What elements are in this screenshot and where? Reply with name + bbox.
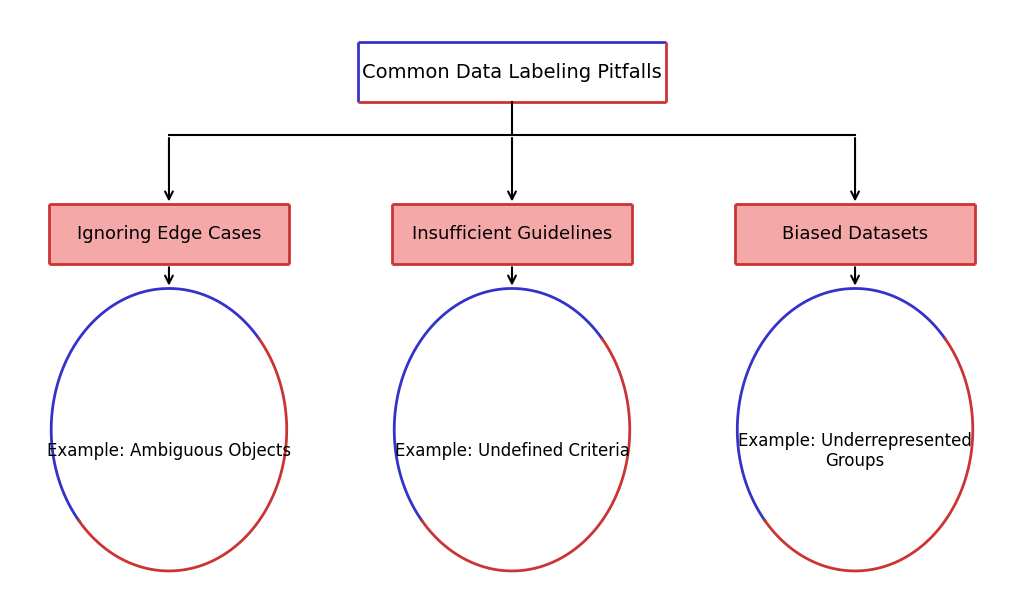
Bar	[735, 204, 975, 264]
Bar	[358, 42, 666, 102]
Text: Example: Undefined Criteria: Example: Undefined Criteria	[394, 442, 630, 460]
Bar	[49, 204, 289, 264]
Text: Ignoring Edge Cases: Ignoring Edge Cases	[77, 225, 261, 243]
Text: Example: Underrepresented
Groups: Example: Underrepresented Groups	[738, 432, 972, 471]
Bar	[391, 204, 632, 264]
Text: Insufficient Guidelines: Insufficient Guidelines	[412, 225, 612, 243]
Text: Example: Ambiguous Objects: Example: Ambiguous Objects	[47, 442, 291, 460]
Text: Biased Datasets: Biased Datasets	[782, 225, 928, 243]
Text: Common Data Labeling Pitfalls: Common Data Labeling Pitfalls	[362, 63, 662, 82]
